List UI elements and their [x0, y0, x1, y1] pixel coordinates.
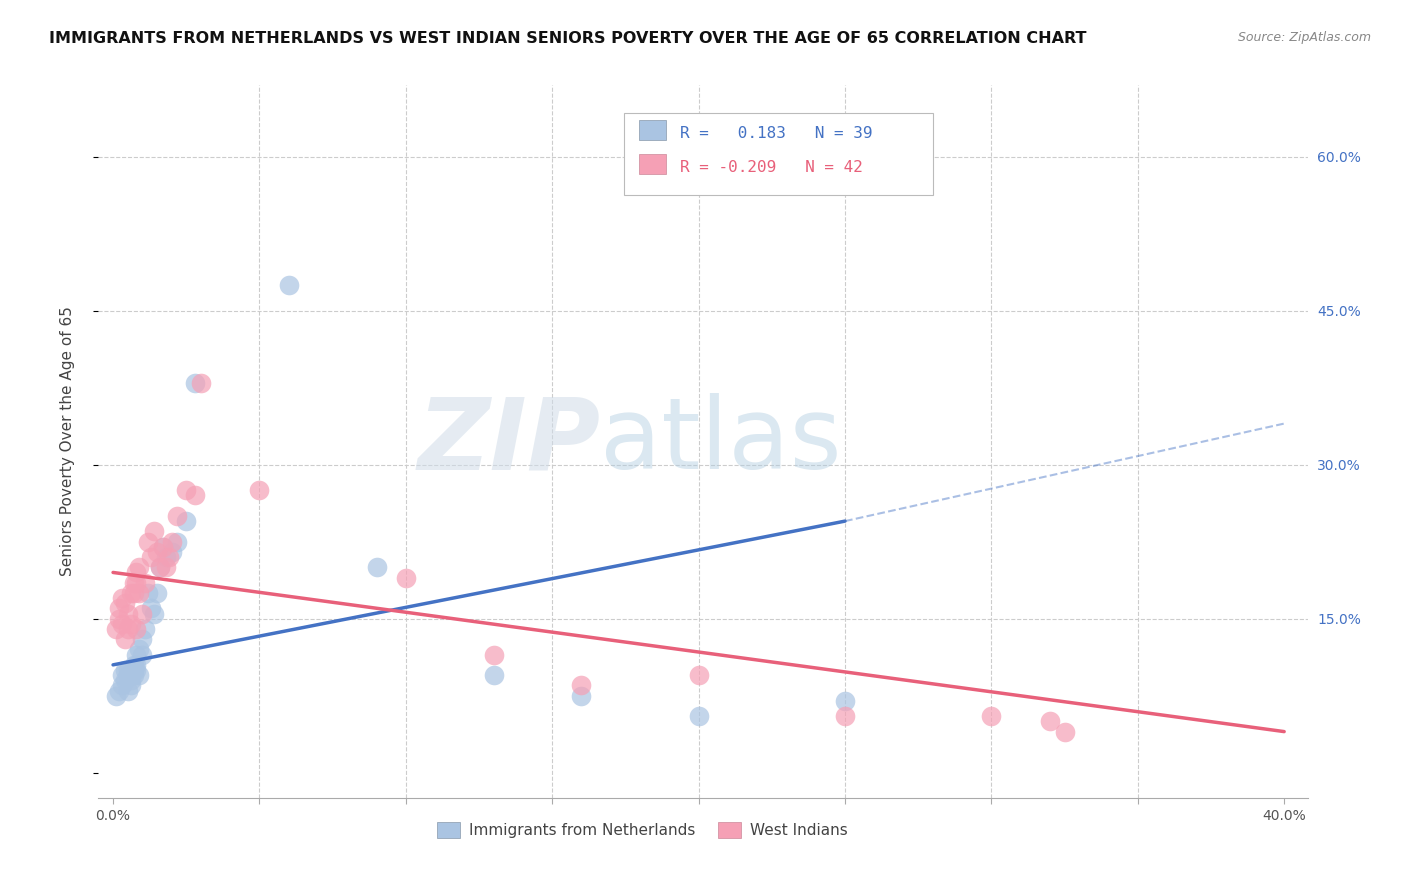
Point — [114, 632, 136, 647]
Point — [166, 534, 188, 549]
Point — [136, 534, 159, 549]
Point — [131, 607, 153, 621]
Point — [125, 663, 148, 677]
Point — [571, 689, 593, 703]
Point — [482, 648, 505, 662]
Point — [111, 678, 134, 692]
Point — [128, 560, 150, 574]
Point — [366, 560, 388, 574]
Point — [482, 668, 505, 682]
Text: atlas: atlas — [600, 393, 842, 490]
Point — [120, 586, 142, 600]
Point — [157, 549, 180, 564]
Point — [120, 616, 142, 631]
Point — [131, 632, 153, 647]
Point — [184, 488, 207, 502]
Point — [146, 586, 169, 600]
Point — [104, 622, 127, 636]
Point — [120, 673, 142, 688]
Point — [149, 560, 172, 574]
Legend: Immigrants from Netherlands, West Indians: Immigrants from Netherlands, West Indian… — [430, 816, 855, 844]
Point — [108, 601, 131, 615]
Point — [571, 678, 593, 692]
Point — [120, 678, 142, 692]
Point — [688, 668, 710, 682]
Point — [128, 668, 150, 682]
Point — [174, 514, 197, 528]
Point — [111, 591, 134, 606]
Point — [108, 683, 131, 698]
Point — [1053, 724, 1076, 739]
Y-axis label: Seniors Poverty Over the Age of 65: Seniors Poverty Over the Age of 65 — [60, 307, 75, 576]
Point — [249, 483, 271, 498]
Point — [834, 709, 856, 723]
Point — [117, 683, 139, 698]
Point — [122, 586, 145, 600]
Point — [155, 549, 177, 564]
Point — [125, 622, 148, 636]
Point — [128, 642, 150, 657]
Point — [114, 596, 136, 610]
Point — [128, 586, 150, 600]
Point — [122, 668, 145, 682]
Point — [152, 540, 174, 554]
Point — [160, 534, 183, 549]
Text: Source: ZipAtlas.com: Source: ZipAtlas.com — [1237, 31, 1371, 45]
Point — [190, 376, 212, 390]
Point — [166, 508, 188, 523]
Point — [111, 668, 134, 682]
Point — [134, 622, 156, 636]
Point — [114, 673, 136, 688]
Point — [160, 545, 183, 559]
Point — [117, 622, 139, 636]
Point — [125, 575, 148, 590]
Point — [1039, 714, 1062, 729]
Point — [149, 560, 172, 574]
Text: R = -0.209   N = 42: R = -0.209 N = 42 — [681, 160, 863, 175]
Point — [125, 657, 148, 672]
Point — [152, 540, 174, 554]
Point — [143, 524, 166, 539]
Point — [108, 612, 131, 626]
Text: IMMIGRANTS FROM NETHERLANDS VS WEST INDIAN SENIORS POVERTY OVER THE AGE OF 65 CO: IMMIGRANTS FROM NETHERLANDS VS WEST INDI… — [49, 31, 1087, 46]
Point — [122, 663, 145, 677]
Bar — [638, 120, 665, 140]
Point — [117, 663, 139, 677]
Point — [834, 694, 856, 708]
Point — [114, 663, 136, 677]
Point — [688, 709, 710, 723]
Point — [155, 560, 177, 574]
Point — [136, 586, 159, 600]
Point — [277, 277, 299, 292]
Text: R =   0.183   N = 39: R = 0.183 N = 39 — [681, 127, 873, 142]
Point — [146, 545, 169, 559]
Point — [122, 575, 145, 590]
Point — [122, 657, 145, 672]
Text: ZIP: ZIP — [418, 393, 600, 490]
Point — [395, 571, 418, 585]
Point — [111, 616, 134, 631]
Point — [131, 648, 153, 662]
Point — [184, 376, 207, 390]
Point — [139, 601, 162, 615]
Point — [174, 483, 197, 498]
Point — [980, 709, 1002, 723]
Point — [125, 566, 148, 580]
Point — [139, 549, 162, 564]
Point — [104, 689, 127, 703]
Point — [143, 607, 166, 621]
Point — [134, 575, 156, 590]
Point — [125, 648, 148, 662]
Point — [117, 607, 139, 621]
Bar — [638, 153, 665, 174]
Bar — [624, 113, 932, 195]
Point — [117, 668, 139, 682]
